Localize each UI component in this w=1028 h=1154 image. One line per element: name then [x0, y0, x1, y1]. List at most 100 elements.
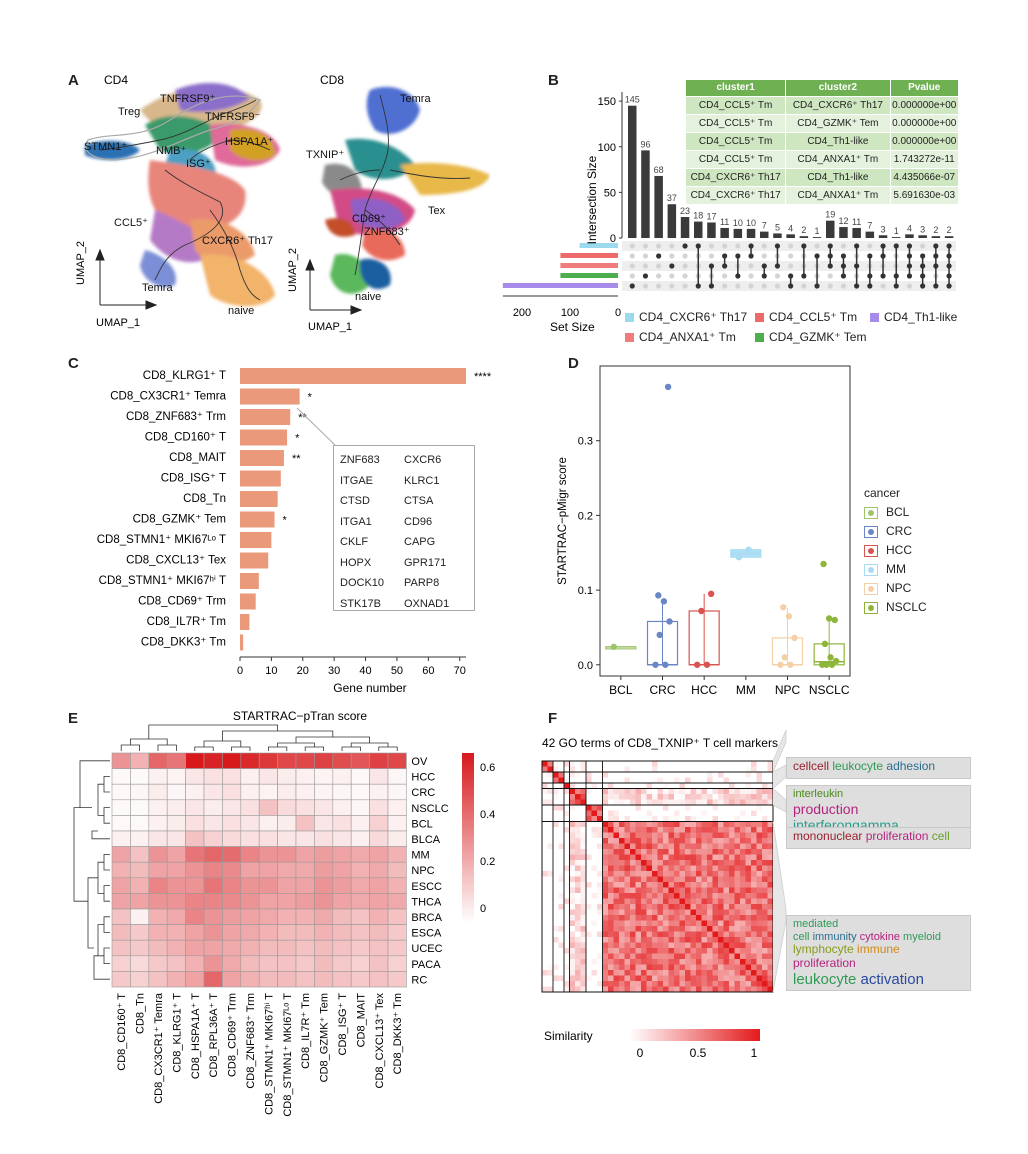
matrix-dot — [656, 283, 662, 289]
f-cell — [696, 865, 702, 871]
f-cell — [767, 832, 773, 838]
f-cell — [630, 931, 636, 937]
f-cell — [619, 898, 625, 904]
d-x-tick-label: NSCLC — [809, 683, 850, 697]
f-cell — [602, 937, 608, 943]
f-cell — [663, 986, 669, 992]
f-cell — [641, 904, 647, 910]
f-cell — [701, 975, 707, 981]
f-cell — [729, 959, 735, 965]
f-cell — [635, 865, 641, 871]
e-cell — [222, 846, 242, 863]
cancer-legend-swatch — [864, 582, 878, 595]
f-cell — [734, 876, 740, 882]
f-cell — [630, 937, 636, 943]
e-cell — [111, 924, 131, 941]
f-cell — [767, 821, 773, 827]
f-cell — [602, 959, 608, 965]
f-cell — [547, 772, 553, 778]
f-cell — [690, 981, 696, 987]
f-cell — [745, 981, 751, 987]
e-cell — [387, 939, 407, 957]
f-cell — [734, 981, 740, 987]
f-cell — [723, 937, 729, 943]
f-cell — [619, 937, 625, 943]
e-cell — [222, 924, 242, 941]
f-cell — [635, 953, 641, 959]
f-cell — [707, 827, 713, 833]
f-cell — [619, 799, 625, 805]
f-cell — [707, 953, 713, 959]
f-cell — [668, 788, 674, 794]
f-cell — [608, 959, 614, 965]
f-cell — [756, 942, 762, 948]
f-cell — [729, 948, 735, 954]
f-cell — [690, 975, 696, 981]
e-cell — [258, 861, 278, 879]
f-cell — [762, 783, 768, 789]
f-cell — [734, 893, 740, 899]
f-cell — [586, 975, 592, 981]
f-cell — [652, 959, 658, 965]
d-point — [693, 661, 701, 668]
f-cell — [597, 805, 603, 811]
e-cell — [240, 830, 260, 847]
f-cell — [734, 827, 740, 833]
f-cell — [679, 948, 685, 954]
f-cell — [690, 843, 696, 849]
e-col-label: CD8_MAIT — [355, 993, 367, 1048]
e-cell — [148, 846, 168, 863]
f-cell — [674, 975, 680, 981]
f-cell — [580, 937, 586, 943]
f-cell — [641, 882, 647, 888]
d-y-tick-label: 0.3 — [578, 436, 593, 448]
f-cell — [602, 854, 608, 860]
f-cell — [718, 876, 724, 882]
f-cell — [740, 898, 746, 904]
f-cell — [767, 843, 773, 849]
e-dendro-branch — [91, 830, 110, 840]
f-cell — [652, 761, 658, 767]
f-cell — [641, 909, 647, 915]
f-cell — [756, 920, 762, 926]
d-point — [703, 661, 711, 668]
e-cell — [387, 752, 407, 769]
e-dendro-branch — [350, 742, 389, 747]
f-cell — [575, 920, 581, 926]
f-cell — [701, 931, 707, 937]
f-cell — [729, 937, 735, 943]
f-cell — [657, 904, 663, 910]
f-cell — [564, 761, 570, 767]
f-cell — [569, 948, 575, 954]
f-cell — [679, 981, 685, 987]
f-cell — [751, 981, 757, 987]
intersection-bar-label: 37 — [667, 193, 677, 203]
e-dendro-branch — [103, 885, 110, 902]
f-cell — [657, 832, 663, 838]
matrix-dot — [656, 263, 662, 269]
e-cell — [350, 971, 370, 988]
gene-row: ZNF683 CXCR6 — [340, 450, 468, 471]
set-tick: 0 — [615, 307, 621, 319]
f-cell — [745, 931, 751, 937]
f-cell — [762, 975, 768, 981]
f-cell — [657, 970, 663, 976]
set-size-bar — [579, 243, 618, 248]
f-cell — [729, 821, 735, 827]
f-cell — [668, 975, 674, 981]
f-cell — [663, 964, 669, 970]
e-cell — [203, 939, 223, 957]
f-cell — [624, 959, 630, 965]
f-cell — [580, 942, 586, 948]
f-cell — [652, 794, 658, 800]
intersection-bar — [654, 175, 663, 238]
f-cell — [646, 893, 652, 899]
f-cell — [575, 959, 581, 965]
f-cell — [564, 865, 570, 871]
e-cell — [332, 846, 352, 863]
f-cell — [679, 882, 685, 888]
f-cell — [575, 898, 581, 904]
f-cell — [729, 931, 735, 937]
f-cell — [635, 893, 641, 899]
f-cell — [674, 854, 680, 860]
